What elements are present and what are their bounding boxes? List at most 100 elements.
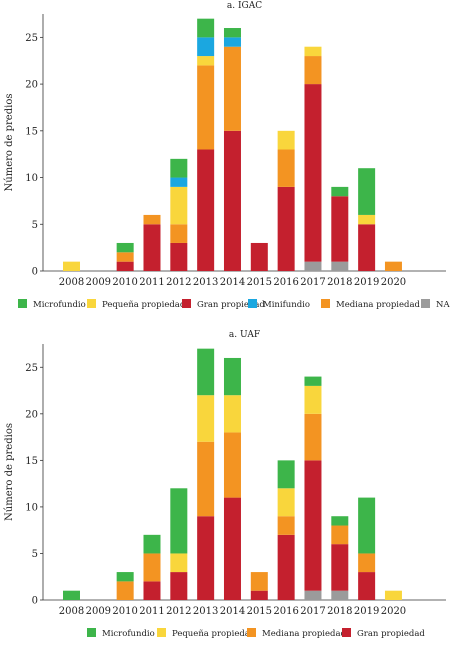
bar-microfundio-2017 xyxy=(304,376,322,386)
y-tick-label: 15 xyxy=(25,126,38,137)
y-axis-title: Número de predios xyxy=(4,423,15,521)
legend-label: Microfundio xyxy=(33,300,86,310)
chart-title: a. UAF xyxy=(229,330,260,340)
x-tick-label: 2012 xyxy=(166,277,191,288)
bar-na-2017 xyxy=(304,261,322,271)
x-tick-label: 2018 xyxy=(327,277,352,288)
bar-mediana-propiedad-2016 xyxy=(277,516,295,535)
bar-microfundio-2013 xyxy=(197,348,215,396)
bar-microfundio-2008 xyxy=(63,590,80,600)
bar-gran-propiedad-2019 xyxy=(358,572,376,600)
bar-pequena-propiedad-2012 xyxy=(170,186,188,225)
bar-gran-propiedad-2018 xyxy=(331,544,349,591)
bar-microfundio-2019 xyxy=(358,168,376,215)
x-tick-label: 2008 xyxy=(59,277,84,288)
legend-swatch xyxy=(321,299,330,308)
y-tick-label: 5 xyxy=(32,549,38,560)
bar-gran-propiedad-2010 xyxy=(116,261,134,271)
bar-mediana-propiedad-2012 xyxy=(170,224,188,243)
bar-na-2018 xyxy=(331,590,349,600)
bar-mediana-propiedad-2013 xyxy=(197,441,215,517)
legend-label: Pequeña propiedad xyxy=(172,629,256,639)
x-tick-label: 2010 xyxy=(112,277,137,288)
bar-microfundio-2019 xyxy=(358,497,376,554)
bar-mediana-propiedad-2014 xyxy=(223,46,241,131)
legend-label: Gran propiedad xyxy=(197,300,265,310)
legend-item-gran-propiedad: Gran propiedad xyxy=(342,628,425,639)
y-axis-title: Número de predios xyxy=(4,94,15,192)
bar-mediana-propiedad-2018 xyxy=(331,525,349,545)
y-tick-label: 5 xyxy=(32,220,38,231)
bar-microfundio-2010 xyxy=(116,242,134,253)
bar-gran-propiedad-2015 xyxy=(250,242,268,271)
x-tick-label: 2015 xyxy=(247,606,272,617)
x-tick-label: 2012 xyxy=(166,606,191,617)
legend-swatch xyxy=(87,628,96,637)
y-tick-label: 0 xyxy=(32,596,38,607)
bar-gran-propiedad-2017 xyxy=(304,460,322,591)
bar-pequena-propiedad-2013 xyxy=(197,56,215,66)
bar-gran-propiedad-2013 xyxy=(197,516,215,600)
bar-mediana-propiedad-2011 xyxy=(143,553,161,582)
x-tick-label: 2020 xyxy=(381,277,406,288)
bar-gran-propiedad-2011 xyxy=(143,581,161,600)
bar-gran-propiedad-2014 xyxy=(223,130,241,271)
legend-swatch xyxy=(248,299,257,308)
x-tick-label: 2011 xyxy=(139,606,164,617)
bar-gran-propiedad-2017 xyxy=(304,84,322,262)
bar-microfundio-2011 xyxy=(143,534,161,554)
legend-label: Mediana propiedad xyxy=(262,629,347,639)
bar-gran-propiedad-2011 xyxy=(143,224,161,271)
bar-microfundio-2012 xyxy=(170,488,188,554)
legend-label: Minifundio xyxy=(263,300,310,310)
legend-swatch xyxy=(247,628,256,637)
legend-label: Gran propiedad xyxy=(357,629,425,639)
legend-item-pequena-propiedad: Pequeña propiedad xyxy=(87,299,186,310)
bar-gran-propiedad-2018 xyxy=(331,196,349,262)
legend-swatch xyxy=(182,299,191,308)
bar-pequena-propiedad-2014 xyxy=(223,395,241,433)
legend-swatch xyxy=(421,299,430,308)
bar-pequena-propiedad-2019 xyxy=(358,214,376,225)
legend-label: Mediana propiedad xyxy=(336,300,421,310)
x-tick-label: 2017 xyxy=(300,606,325,617)
y-tick-label: 25 xyxy=(25,33,38,44)
y-tick-label: 0 xyxy=(32,267,38,278)
bar-minifundio-2013 xyxy=(197,37,215,57)
bar-gran-propiedad-2014 xyxy=(223,497,241,600)
legend-item-microfundio: Microfundio xyxy=(18,299,86,310)
bar-microfundio-2013 xyxy=(197,18,215,38)
x-tick-label: 2016 xyxy=(273,606,298,617)
legend-label: Microfundio xyxy=(102,629,155,639)
y-tick-label: 15 xyxy=(25,456,38,467)
x-tick-label: 2019 xyxy=(354,277,379,288)
bar-microfundio-2014 xyxy=(223,28,241,38)
legend-label: NA xyxy=(436,300,450,310)
bar-microfundio-2018 xyxy=(331,516,349,526)
legend-item-na: NA xyxy=(421,299,450,310)
bar-pequena-propiedad-2013 xyxy=(197,395,215,442)
bar-pequena-propiedad-2012 xyxy=(170,553,188,573)
legend-swatch xyxy=(157,628,166,637)
bar-mediana-propiedad-2010 xyxy=(116,252,134,262)
bar-minifundio-2014 xyxy=(223,37,241,47)
bar-pequena-propiedad-2017 xyxy=(304,46,322,57)
bar-mediana-propiedad-2014 xyxy=(223,432,241,498)
legend-swatch xyxy=(18,299,27,308)
bar-mediana-propiedad-2015 xyxy=(250,572,268,591)
x-tick-label: 2013 xyxy=(193,277,218,288)
x-tick-label: 2010 xyxy=(112,606,137,617)
bar-microfundio-2016 xyxy=(277,460,295,489)
y-tick-label: 10 xyxy=(25,173,38,184)
bar-microfundio-2012 xyxy=(170,158,188,178)
bar-minifundio-2012 xyxy=(170,177,188,187)
chart-title: a. IGAC xyxy=(227,1,262,11)
bar-mediana-propiedad-2013 xyxy=(197,65,215,150)
bar-pequena-propiedad-2017 xyxy=(304,385,322,414)
bar-gran-propiedad-2012 xyxy=(170,242,188,271)
bar-mediana-propiedad-2020 xyxy=(384,261,402,271)
x-tick-label: 2009 xyxy=(86,277,111,288)
bar-mediana-propiedad-2016 xyxy=(277,149,295,187)
bar-mediana-propiedad-2017 xyxy=(304,413,322,461)
